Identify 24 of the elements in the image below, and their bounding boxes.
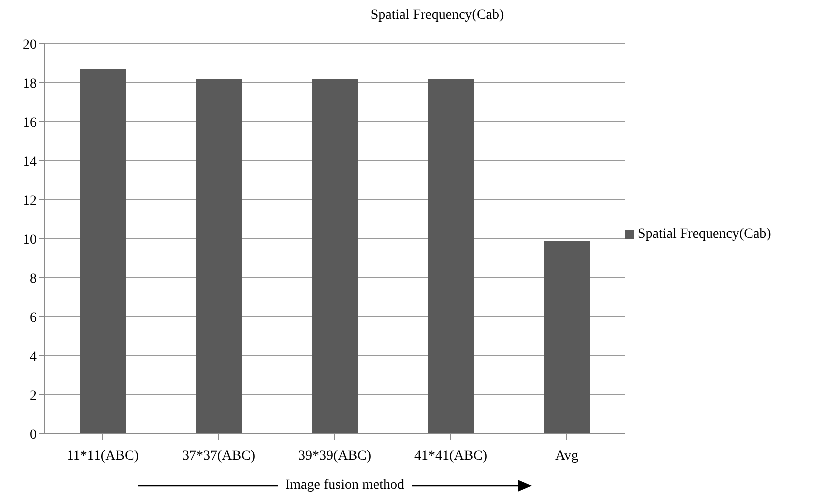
y-tick-label: 6 [30, 310, 37, 326]
x-tick-label: Avg [555, 448, 579, 464]
y-tick-label: 8 [30, 272, 37, 287]
bar [428, 79, 474, 434]
y-tick-label: 12 [23, 194, 37, 209]
y-tick-label: 14 [23, 154, 37, 170]
y-tick-label: 0 [30, 428, 37, 443]
y-tick-label: 20 [23, 38, 37, 53]
y-tick-label: 2 [30, 388, 37, 404]
bar [544, 240, 590, 434]
legend-label: Spatial Frequency(Cab) [638, 227, 772, 242]
chart-title: Spatial Frequency(Cab) [370, 8, 506, 24]
y-tick-label: 4 [30, 350, 37, 365]
bar [196, 79, 242, 434]
x-tick-label: 41*41(ABC) [414, 448, 488, 464]
bar [80, 69, 126, 434]
y-tick-label: 18 [23, 76, 37, 92]
bar [312, 79, 358, 434]
x-axis-title: Image fusion method [286, 478, 404, 494]
x-tick-label: 11*11(ABC) [66, 448, 140, 464]
y-tick-label: 16 [23, 116, 37, 131]
x-tick-label: 37*37(ABC) [182, 448, 256, 464]
x-tick-label: 39*39(ABC) [298, 448, 372, 464]
y-tick-label: 10 [23, 232, 37, 248]
